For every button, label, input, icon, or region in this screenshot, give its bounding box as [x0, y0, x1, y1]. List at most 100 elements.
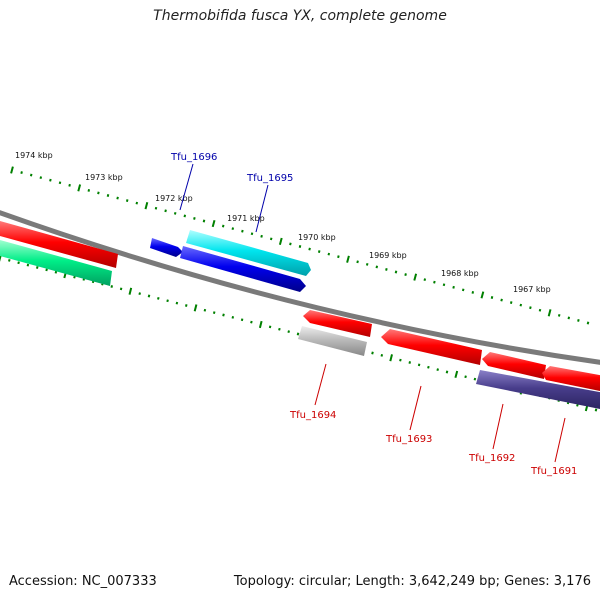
outer-scale	[10, 166, 590, 325]
scale-label-1970: 1970 kbp	[298, 233, 336, 242]
feature-cyan-arrow[interactable]	[186, 230, 311, 276]
inner-scale-minor-tick	[240, 318, 244, 322]
outer-scale-minor-tick	[298, 245, 302, 248]
outer-scale-minor-tick	[183, 214, 187, 218]
outer-scale-minor-tick	[471, 290, 475, 294]
outer-scale-minor-tick	[39, 176, 43, 180]
gene-left-red-arrow[interactable]	[0, 221, 118, 268]
leader-tfu-1694	[314, 363, 327, 406]
outer-scale-minor-tick	[308, 247, 311, 251]
gene-tfu-1694-red-arrow[interactable]	[303, 310, 372, 337]
inner-scale-minor-tick	[147, 294, 151, 298]
outer-scale-minor-tick	[289, 242, 292, 246]
outer-scale-major-tick	[346, 255, 350, 263]
outer-scale-minor-tick	[567, 316, 571, 320]
leader-tfu-1695	[255, 184, 269, 233]
map-title: Thermobifida fusca YX, complete genome	[153, 8, 447, 24]
gene-tfu-1695-arrow[interactable]	[180, 246, 306, 292]
feature-green-arrow[interactable]	[0, 240, 112, 286]
gene-label-tfu-1696[interactable]: Tfu_1696	[170, 152, 217, 163]
outer-scale-minor-tick	[317, 250, 321, 254]
outer-scale-minor-tick	[327, 252, 331, 256]
outer-scale-minor-tick	[87, 188, 91, 192]
inner-scale-minor-tick	[473, 377, 477, 381]
feature-purple-arrow[interactable]	[476, 370, 600, 410]
accession-text: Accession: NC_007333	[9, 574, 157, 589]
inner-scale-minor-tick	[26, 263, 30, 267]
outer-scale-minor-tick	[193, 217, 196, 220]
leader-tfu-1692	[492, 403, 504, 450]
outer-scale-minor-tick	[68, 183, 71, 187]
leader-tfu-1691	[554, 417, 566, 463]
gene-tfu-1692-arrow[interactable]	[482, 352, 546, 379]
inner-scale-minor-tick	[436, 368, 439, 372]
inner-scale-minor-tick	[212, 311, 216, 315]
inner-scale-minor-tick	[371, 351, 374, 355]
outer-scale-minor-tick	[538, 308, 542, 312]
outer-scale-minor-tick	[164, 209, 167, 213]
inner-scale-minor-tick	[203, 308, 207, 312]
scale-label-1967: 1967 kbp	[513, 285, 551, 294]
gene-tfu-1691-arrow[interactable]	[542, 366, 600, 392]
outer-scale-minor-tick	[433, 280, 436, 284]
outer-scale-major-tick	[413, 273, 418, 281]
gene-tfu-1693-arrow[interactable]	[381, 329, 482, 365]
gene-tfu-1696-arrow[interactable]	[150, 238, 183, 257]
inner-scale-minor-tick	[417, 363, 421, 367]
outer-scale-major-tick	[10, 166, 14, 174]
leader-tfu-1696	[179, 163, 194, 211]
inner-scale-minor-tick	[36, 266, 39, 269]
outer-scale-minor-tick	[365, 262, 369, 266]
outer-scale-minor-tick	[557, 313, 561, 317]
inner-scale-major-tick	[193, 304, 198, 312]
outer-scale-minor-tick	[20, 171, 23, 174]
outer-scale-minor-tick	[135, 201, 139, 205]
outer-scale-minor-tick	[202, 219, 206, 223]
inner-scale-minor-tick	[45, 268, 48, 272]
gene-label-tfu-1695[interactable]: Tfu_1695	[246, 173, 293, 184]
inner-scale-major-tick	[454, 370, 459, 379]
inner-scale-minor-tick	[231, 315, 235, 319]
outer-scale-minor-tick	[461, 288, 465, 292]
outer-scale-major-tick	[547, 309, 552, 317]
inner-scale-minor-tick	[110, 285, 113, 288]
outer-scale-minor-tick	[58, 181, 62, 185]
gene-label-tfu-1694[interactable]: Tfu_1694	[289, 410, 336, 421]
inner-scale-major-tick	[389, 354, 393, 362]
scale-label-1971: 1971 kbp	[227, 214, 265, 223]
genome-summary-text: Topology: circular; Length: 3,642,249 bp…	[233, 574, 591, 589]
scale-label-1969: 1969 kbp	[369, 251, 407, 260]
gene-tfu-1694-grey-arrow[interactable]	[298, 326, 367, 356]
inner-scale-minor-tick	[185, 304, 188, 307]
scale-label-1972: 1972 kbp	[155, 194, 193, 203]
inner-scale-minor-tick	[166, 299, 169, 303]
inner-scale-minor-tick	[54, 270, 58, 274]
inner-scale-major-tick	[258, 320, 263, 329]
outer-scale-minor-tick	[404, 273, 407, 276]
inner-scale-minor-tick	[268, 325, 272, 329]
inner-scale-minor-tick	[399, 358, 402, 362]
outer-scale-minor-tick	[577, 319, 580, 322]
outer-scale-minor-tick	[337, 255, 340, 259]
scale-label-1973: 1973 kbp	[85, 173, 123, 182]
inner-scale-minor-tick	[8, 258, 11, 262]
inner-scale-minor-tick	[287, 330, 290, 334]
outer-scale-minor-tick	[29, 173, 33, 177]
outer-scale-major-tick	[144, 202, 149, 210]
inner-scale-minor-tick	[278, 327, 281, 331]
inner-scale-minor-tick	[250, 320, 253, 324]
inner-scale-minor-tick	[445, 370, 449, 374]
gene-label-tfu-1691[interactable]: Tfu_1691	[530, 466, 577, 477]
inner-scale-minor-tick	[296, 332, 300, 336]
outer-scale-minor-tick	[442, 283, 446, 287]
outer-scale-minor-tick	[490, 296, 494, 299]
inner-scale-minor-tick	[17, 261, 20, 265]
outer-scale-major-tick	[278, 237, 283, 246]
outer-scale-minor-tick	[173, 211, 177, 215]
gene-label-tfu-1692[interactable]: Tfu_1692	[468, 453, 515, 464]
outer-scale-minor-tick	[250, 232, 254, 236]
inner-scale-minor-tick	[157, 296, 160, 300]
gene-label-tfu-1693[interactable]: Tfu_1693	[385, 434, 432, 445]
inner-scale-minor-tick	[427, 365, 430, 369]
outer-scale-minor-tick	[356, 260, 359, 264]
